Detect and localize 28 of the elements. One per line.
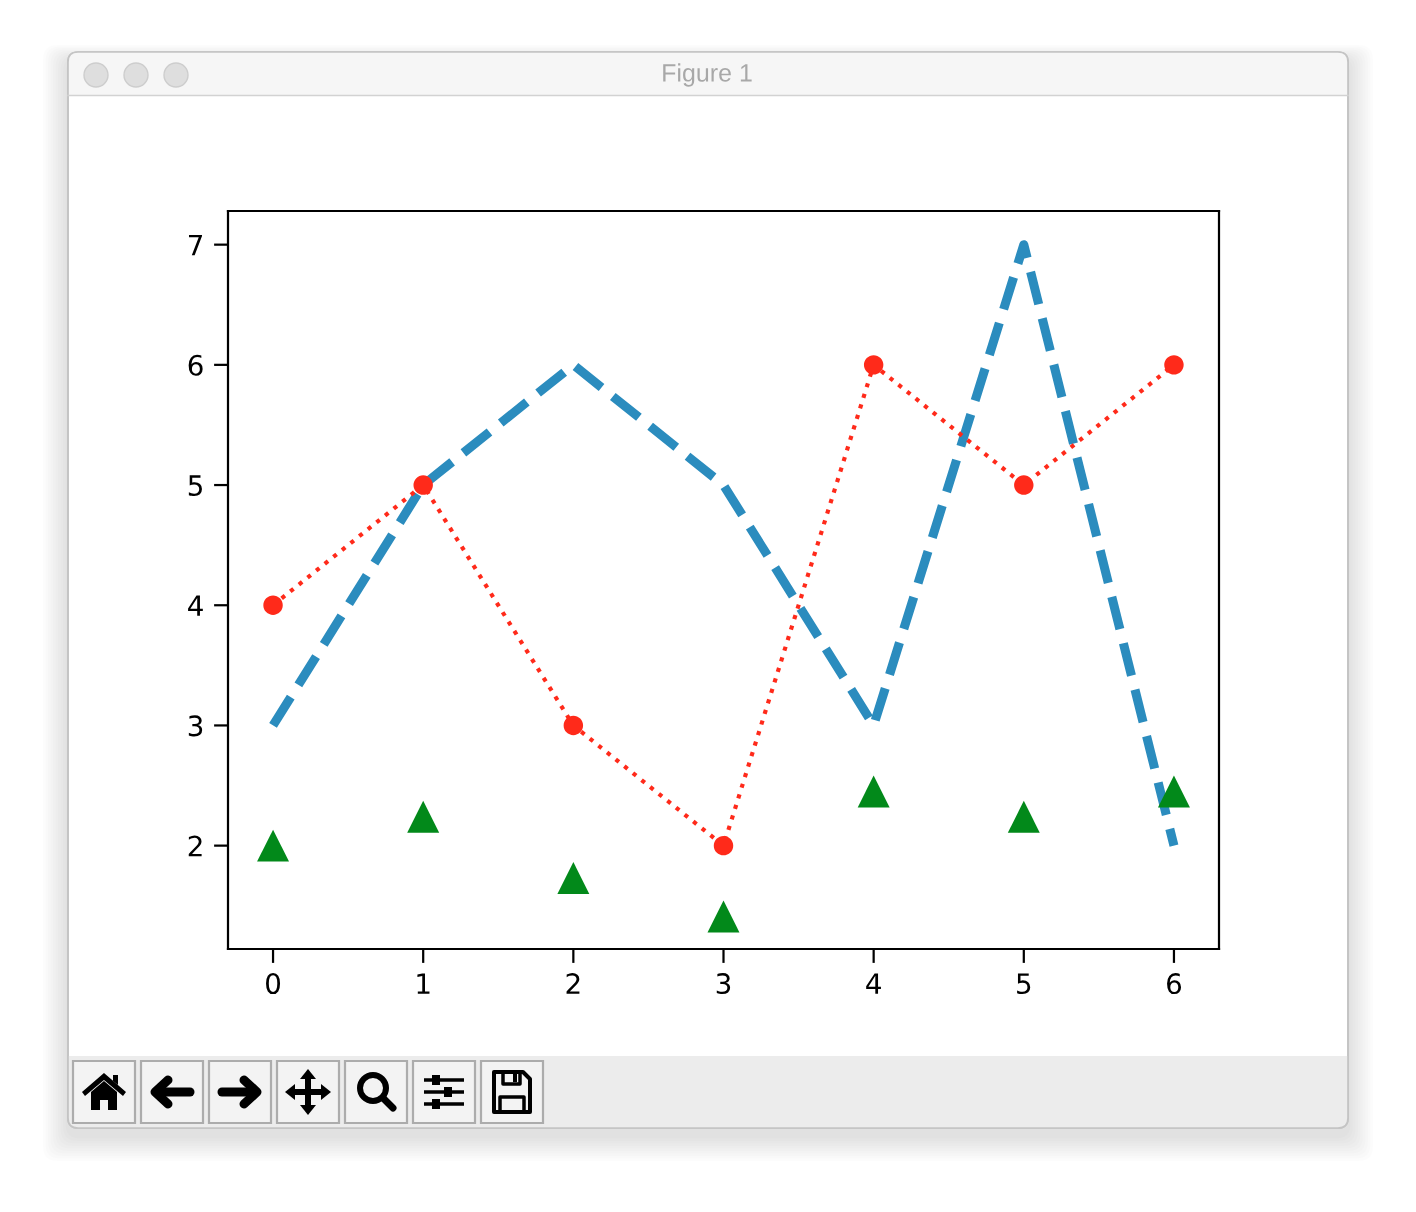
y-tick-label: 5 — [188, 475, 202, 496]
point — [863, 355, 884, 375]
y-tick-label: 2 — [188, 835, 202, 857]
x-tick-label: 2 — [566, 973, 580, 994]
x-tick-label: 1 — [417, 973, 430, 994]
point — [1157, 775, 1190, 808]
point — [1007, 800, 1040, 833]
point — [563, 715, 584, 736]
point — [707, 900, 740, 933]
point — [713, 835, 734, 856]
point — [263, 595, 283, 615]
y-tick-label: 4 — [188, 595, 203, 616]
point — [413, 475, 433, 495]
y-tick-label: 7 — [188, 234, 203, 256]
point — [1014, 475, 1034, 495]
x-tick-label: 0 — [266, 973, 281, 995]
x-tick-label: 3 — [716, 973, 731, 995]
point — [407, 800, 440, 833]
y-tick-label: 3 — [188, 715, 203, 737]
y-tick-label: 6 — [188, 354, 203, 376]
point — [857, 775, 890, 808]
x-tick-label: 5 — [1017, 973, 1031, 995]
point — [557, 862, 590, 895]
point — [1164, 355, 1184, 375]
chart-title: Figure 1 — [663, 63, 752, 87]
point — [257, 829, 290, 862]
x-tick-label: 4 — [866, 973, 881, 994]
x-tick-label: 6 — [1167, 973, 1182, 995]
